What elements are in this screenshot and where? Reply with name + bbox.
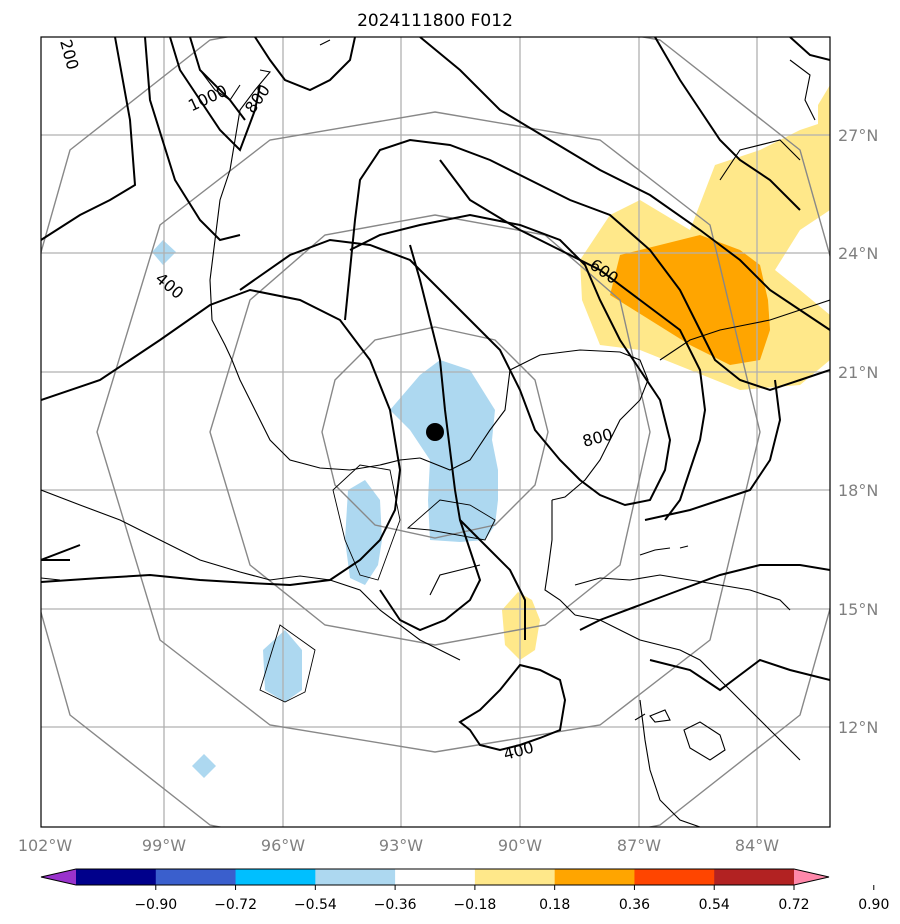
lon-label-102w: 102°W xyxy=(18,836,73,855)
colorbar-tick-label: 0.54 xyxy=(699,897,730,913)
colorbar-tick-label: −0.18 xyxy=(453,897,496,913)
colorbar: −0.90 −0.72 −0.54 −0.36 −0.18 0.18 0.36 0.54 0.7… xyxy=(40,868,889,913)
height-contours xyxy=(41,37,830,752)
map-area xyxy=(41,37,830,827)
lon-label-87w: 87°W xyxy=(617,836,661,855)
lon-label-90w: 90°W xyxy=(498,836,542,855)
contour-label-400-west: 400 xyxy=(152,269,188,303)
positive-anomaly-corner xyxy=(818,85,830,140)
colorbar-tick-label: −0.72 xyxy=(214,897,257,913)
strong-positive-anomaly-region xyxy=(610,235,770,365)
lon-label-84w: 84°W xyxy=(735,836,779,855)
longitude-labels: 102°W 99°W 96°W 93°W 90°W 87°W 84°W xyxy=(18,836,779,855)
colorbar-tick-label: −0.54 xyxy=(294,897,337,913)
storm-center-marker xyxy=(426,423,444,441)
colorbar-tick-label: 0.18 xyxy=(539,897,570,913)
colorbar-tick-label: 0.72 xyxy=(778,897,809,913)
colorbar-tick-label: −0.90 xyxy=(134,897,177,913)
colorbar-segment xyxy=(474,869,556,885)
colorbar-segment xyxy=(395,869,476,885)
lat-label-15n: 15°N xyxy=(838,600,878,619)
lat-label-18n: 18°N xyxy=(838,481,878,500)
negative-anomaly-west xyxy=(345,480,382,585)
lat-label-12n: 12°N xyxy=(838,718,878,737)
colorbar-tick-label: 0.90 xyxy=(858,897,889,913)
colorbar-segment xyxy=(315,869,396,885)
colorbar-segment xyxy=(155,869,237,885)
thin-contours xyxy=(259,464,496,703)
lat-label-27n: 27°N xyxy=(838,126,878,145)
positive-anomaly-small xyxy=(502,592,540,660)
contour-label-800-east: 800 xyxy=(580,425,614,451)
coastlines xyxy=(41,39,830,827)
colorbar-tick-label: 0.36 xyxy=(619,897,650,913)
lon-label-99w: 99°W xyxy=(142,836,186,855)
latitude-labels: 27°N 24°N 21°N 18°N 15°N 12°N xyxy=(838,126,878,737)
shading-layer xyxy=(152,85,830,778)
graticule xyxy=(41,37,830,827)
map-frame xyxy=(40,36,831,828)
colorbar-extend-max xyxy=(794,869,829,885)
negative-anomaly-dot-2 xyxy=(192,754,216,778)
colorbar-segment xyxy=(554,869,635,885)
lon-label-93w: 93°W xyxy=(379,836,423,855)
colorbar-extend-min xyxy=(41,869,76,885)
colorbar-tick-label: −0.36 xyxy=(374,897,417,913)
lat-label-21n: 21°N xyxy=(838,363,878,382)
lon-label-96w: 96°W xyxy=(261,836,305,855)
colorbar-segment xyxy=(714,869,795,885)
colorbar-segment xyxy=(634,869,715,885)
colorbar-segment xyxy=(76,869,157,885)
contour-label-400-south: 400 xyxy=(501,738,535,764)
map-title: 2024111800 F012 xyxy=(357,11,513,31)
contour-labels: 200 1000 800 400 600 800 400 xyxy=(52,37,622,764)
contour-label-800-north: 800 xyxy=(241,81,274,117)
negative-anomaly-region xyxy=(390,360,498,542)
colorbar-segment xyxy=(235,869,316,885)
lat-label-24n: 24°N xyxy=(838,244,878,263)
range-rings xyxy=(41,37,830,827)
colorbar-outline xyxy=(40,868,830,886)
